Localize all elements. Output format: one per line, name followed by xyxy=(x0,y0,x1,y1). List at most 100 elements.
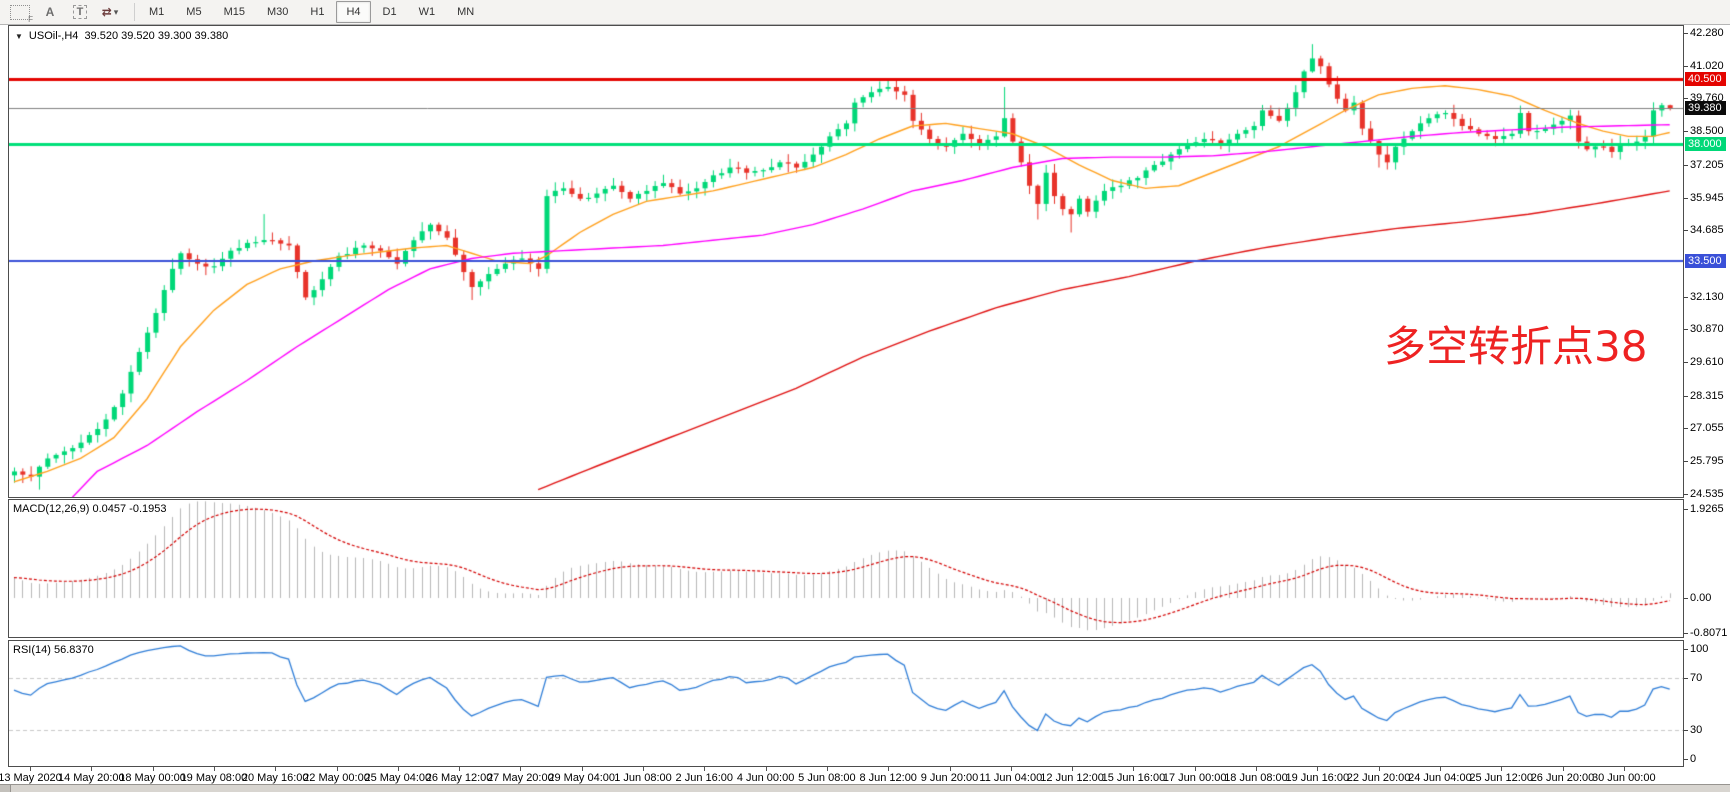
indicator-scale-label: -0.8071 xyxy=(1690,627,1728,639)
price-tick-label: 24.535 xyxy=(1690,487,1724,500)
time-tick xyxy=(1562,767,1564,771)
time-tick xyxy=(152,767,154,771)
time-tick xyxy=(581,767,583,771)
time-label: 19 Jun 16:00 xyxy=(1285,772,1350,784)
tab-timeframe-mn[interactable]: MN xyxy=(457,6,475,18)
price-tick-label: 25.795 xyxy=(1690,455,1724,468)
toolbar-separator xyxy=(134,3,135,21)
indicator-scale-label: 1.9265 xyxy=(1690,503,1724,515)
time-label: 25 May 04:00 xyxy=(364,772,432,784)
time-label: 5 Jun 08:00 xyxy=(798,772,856,784)
chart-symbol-period: USOil-,H4 xyxy=(28,30,79,42)
time-label: 18 May 00:00 xyxy=(119,772,186,784)
tab-timeframe-m5[interactable]: M5 xyxy=(186,6,202,18)
price-badge-40500: 40.500 xyxy=(1685,72,1726,87)
price-badge-38000: 38.000 xyxy=(1685,137,1726,152)
arrows-icon[interactable]: ⇄ ▾ xyxy=(101,5,119,19)
indicator-scale-tick xyxy=(1684,649,1688,650)
indicator-scale-tick xyxy=(1684,509,1688,510)
time-label: 22 May 00:00 xyxy=(303,772,370,784)
time-label: 27 May 20:00 xyxy=(487,772,554,784)
time-tick xyxy=(826,767,828,771)
time-tick xyxy=(1133,767,1135,771)
price-tick xyxy=(1684,98,1688,100)
indicator-scale-tick xyxy=(1684,633,1688,634)
time-tick xyxy=(275,767,277,771)
time-axis[interactable]: 13 May 2020 14 May 20:00 18 May 00:00 19 Ma… xyxy=(0,767,1684,784)
time-tick xyxy=(704,767,706,771)
time-label: 26 Jun 20:00 xyxy=(1530,772,1595,784)
time-label: 17 Jun 00:00 xyxy=(1162,772,1227,784)
time-tick xyxy=(520,767,522,771)
time-label: 24 Jun 04:00 xyxy=(1408,772,1472,784)
time-tick xyxy=(1010,767,1012,771)
price-tick xyxy=(1684,329,1688,331)
time-tick xyxy=(1317,767,1319,771)
price-tick-label: 29.610 xyxy=(1690,356,1724,369)
time-label: 2 Jun 16:00 xyxy=(675,772,734,784)
time-label: 29 May 04:00 xyxy=(548,772,616,784)
tab-timeframe-m30[interactable]: M30 xyxy=(266,6,289,18)
price-tick-label: 32.130 xyxy=(1690,290,1724,303)
price-tick-label: 30.870 xyxy=(1690,323,1724,336)
time-tick xyxy=(1194,767,1196,771)
time-label: 9 Jun 20:00 xyxy=(920,772,979,784)
time-tick xyxy=(397,767,399,771)
time-tick xyxy=(213,767,215,771)
time-tick xyxy=(1439,767,1441,771)
text-box-icon[interactable]: T xyxy=(70,2,90,22)
time-tick xyxy=(949,767,951,771)
price-axis[interactable]: 42.280 41.020 39.760 38.500 37.205 35.945 34.6… xyxy=(1684,25,1730,767)
price-tick xyxy=(1684,65,1688,67)
tab-timeframe-d1[interactable]: D1 xyxy=(382,6,397,18)
price-tick-label: 38.500 xyxy=(1690,125,1724,138)
timeframe-bar: M1 M5 M15 M30 H1 H4 D1 W1 MN xyxy=(139,1,484,23)
time-tick xyxy=(1378,767,1380,771)
tab-timeframe-h4[interactable]: H4 xyxy=(336,1,371,23)
time-tick xyxy=(91,767,93,771)
price-tick-label: 41.020 xyxy=(1690,59,1724,72)
chevron-down-icon[interactable]: ▾ xyxy=(113,6,119,17)
price-tick xyxy=(1684,197,1688,199)
chart-annotation-text: 多空转折点38 xyxy=(1384,322,1648,371)
time-tick xyxy=(336,767,338,771)
time-label: 30 Jun 00:00 xyxy=(1591,772,1656,784)
time-label: 25 Jun 12:00 xyxy=(1469,772,1533,784)
indicator-scale-label: 0.00 xyxy=(1690,592,1712,604)
price-tick xyxy=(1684,395,1688,397)
indicator-scale-label: 0 xyxy=(1690,753,1697,765)
time-tick xyxy=(765,767,767,771)
time-tick xyxy=(459,767,461,771)
time-tick xyxy=(643,767,644,771)
bottom-corner-box xyxy=(0,785,11,792)
time-tick xyxy=(1623,767,1625,771)
macd-canvas[interactable] xyxy=(9,500,1683,637)
time-label: 8 Jun 12:00 xyxy=(859,772,917,784)
tab-timeframe-h1[interactable]: H1 xyxy=(310,6,325,18)
time-label: 22 Jun 20:00 xyxy=(1346,772,1411,784)
tab-timeframe-w1[interactable]: W1 xyxy=(418,6,436,18)
price-tick xyxy=(1684,461,1688,463)
main-chart-canvas[interactable] xyxy=(9,26,1683,497)
tab-timeframe-m1[interactable]: M1 xyxy=(149,6,165,18)
time-label: 26 May 12:00 xyxy=(425,772,493,784)
price-tick-label: 34.685 xyxy=(1690,224,1724,237)
rsi-canvas[interactable] xyxy=(9,641,1683,766)
price-tick xyxy=(1684,296,1688,298)
rsi-label: RSI(14) 56.8370 xyxy=(13,644,94,656)
time-label: 15 Jun 16:00 xyxy=(1101,772,1166,784)
time-tick xyxy=(1072,767,1074,771)
time-tick xyxy=(1256,767,1257,771)
indicator-scale-tick xyxy=(1684,678,1688,679)
time-label: 4 Jun 00:00 xyxy=(736,772,795,784)
price-tick-label: 28.315 xyxy=(1690,389,1724,402)
price-tick-label: 37.205 xyxy=(1690,158,1724,171)
time-label: 18 Jun 08:00 xyxy=(1224,772,1288,784)
price-tick-label: 35.945 xyxy=(1690,191,1724,204)
price-tick xyxy=(1684,362,1688,364)
label-a-icon[interactable]: A xyxy=(45,5,55,19)
tab-timeframe-m15[interactable]: M15 xyxy=(223,6,245,18)
chart-menu-arrow[interactable]: ▼ xyxy=(15,31,23,41)
grid-f-icon[interactable]: F xyxy=(10,2,33,24)
